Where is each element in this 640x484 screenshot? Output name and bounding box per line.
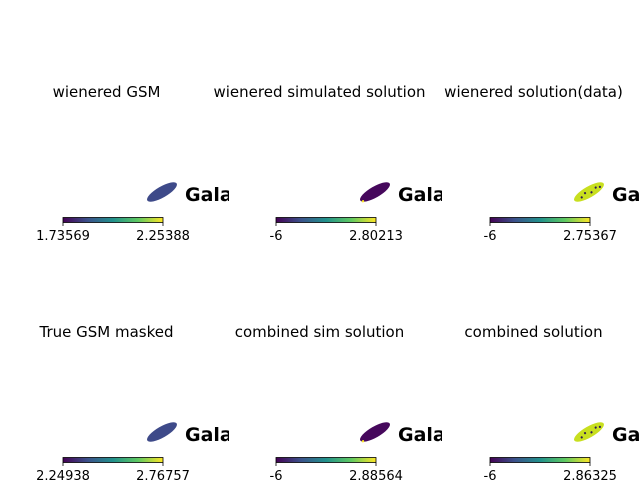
colorbar-min-label: 2.24938 <box>36 469 90 484</box>
sky-speck <box>598 185 601 188</box>
sky-patch <box>147 182 177 202</box>
sky-speck <box>594 186 597 189</box>
sky-speck <box>580 436 583 439</box>
colorbar <box>62 457 164 466</box>
map-panel: wienered GSM Gala 1.73569 2.25388 <box>0 0 229 245</box>
coord-label: Gala <box>612 184 640 206</box>
panel-title: wienered solution(data) <box>444 83 623 101</box>
sky-patch <box>360 422 390 443</box>
sky-speck <box>594 426 597 429</box>
sky-patch-fill <box>147 182 177 202</box>
sky-speck <box>580 196 583 199</box>
colorbar <box>275 457 377 466</box>
colorbar-min-label: -6 <box>269 229 283 244</box>
sky-patch <box>574 182 604 202</box>
coord-label: Gala <box>185 184 229 206</box>
sky-patch-fill <box>574 422 604 442</box>
colorbar-min-label: 1.73569 <box>36 229 90 244</box>
map-panel: wienered solution(data) Gala -6 2.75367 <box>427 0 640 245</box>
sky-speck <box>361 440 365 443</box>
map-panel: combined sim solution Gala -6 2.88564 <box>213 240 442 484</box>
map-panel: combined solution Gala -6 2.86325 <box>427 240 640 484</box>
colorbar-min-label: -6 <box>483 229 497 244</box>
coord-label: Gala <box>398 184 442 206</box>
sky-patch <box>147 422 177 442</box>
panel-title: wienered simulated solution <box>213 83 426 101</box>
coord-label: Gala <box>185 424 229 446</box>
coord-label: Gala <box>398 424 442 446</box>
panel-title: combined solution <box>464 323 603 341</box>
map-panel: wienered simulated solution Gala -6 2.80213 <box>213 0 442 245</box>
sky-speck <box>590 191 593 194</box>
colorbar <box>489 457 591 466</box>
sky-patch <box>360 182 390 203</box>
colorbar-max-label: 2.25388 <box>136 229 190 244</box>
sky-patch-fill <box>574 182 604 202</box>
coord-label: Gala <box>612 424 640 446</box>
sky-speck <box>598 425 601 428</box>
colorbar <box>489 217 591 226</box>
panel-title: wienered GSM <box>52 83 161 101</box>
colorbar <box>62 217 164 226</box>
colorbar-max-label: 2.86325 <box>563 469 617 484</box>
sky-patch-fill <box>147 422 177 442</box>
sky-speck <box>361 200 365 203</box>
sky-speck <box>590 431 593 434</box>
colorbar-max-label: 2.76757 <box>136 469 190 484</box>
panel-title: True GSM masked <box>39 323 174 341</box>
map-panel: True GSM masked Gala 2.24938 2.76757 <box>0 240 229 484</box>
sky-speck <box>583 432 587 435</box>
colorbar-min-label: -6 <box>483 469 497 484</box>
colorbar-max-label: 2.88564 <box>349 469 403 484</box>
panel-title: combined sim solution <box>234 323 405 341</box>
colorbar-max-label: 2.75367 <box>563 229 617 244</box>
sky-patch <box>574 422 604 442</box>
colorbar-min-label: -6 <box>269 469 283 484</box>
colorbar-max-label: 2.80213 <box>349 229 403 244</box>
colorbar <box>275 217 377 226</box>
sky-patch-fill <box>360 182 390 202</box>
sky-patch-fill <box>360 422 390 442</box>
sky-speck <box>583 192 587 195</box>
